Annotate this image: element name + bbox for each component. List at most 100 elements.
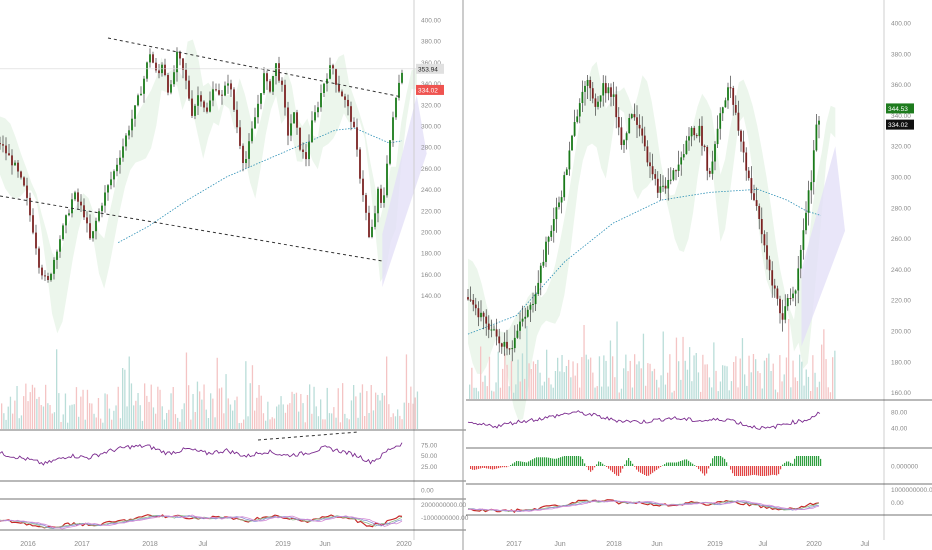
left-time-axis[interactable]: 2016 2017 2018 Jul 2019 Jun 2020 [20, 541, 412, 548]
candle-body [380, 188, 382, 203]
candle-body [251, 128, 253, 142]
volume-bar [548, 377, 550, 399]
candle-body [323, 83, 325, 93]
volume-bar [388, 404, 390, 429]
volume-bar [530, 369, 532, 399]
volume-bar [810, 391, 812, 399]
left-price-axis[interactable]: 400.00 380.00 360.00 340.00 320.00 300.00 280.… [421, 18, 441, 301]
time-tick-label: Jul [199, 541, 208, 548]
macd-histogram-bar [700, 466, 702, 472]
volume-bar [111, 419, 113, 429]
candle-body [524, 316, 527, 319]
candle-body [521, 318, 524, 322]
macd-histogram-bar [758, 466, 760, 476]
macd-histogram-bar [552, 458, 554, 466]
candle-body [176, 51, 178, 73]
volume-bar [515, 384, 517, 399]
volume-bar [546, 349, 548, 399]
volume-bar [638, 361, 640, 399]
candle-body [62, 225, 64, 240]
macd-histogram-bar [674, 462, 676, 466]
candle-body [695, 135, 698, 137]
candle-body [239, 127, 241, 146]
volume-bar [177, 417, 179, 429]
price-tick-label: 320.00 [421, 102, 441, 109]
macd-histogram-bar [664, 464, 666, 466]
candle-body [721, 107, 724, 114]
volume-bar [686, 369, 689, 399]
macd-histogram-bar [590, 466, 592, 472]
macd-histogram-bar [672, 462, 674, 466]
candle-body [296, 112, 298, 128]
candle-body [248, 141, 250, 159]
macd-histogram-bar [806, 456, 808, 466]
macd-histogram-bar [500, 466, 502, 468]
volume-bar [803, 385, 805, 399]
volume-bar [150, 384, 152, 429]
time-tick-label: 2020 [806, 541, 822, 548]
candle-body [633, 114, 636, 118]
candle-body [188, 80, 190, 99]
volume-bar [229, 404, 232, 429]
macd-histogram-bar [578, 456, 580, 466]
macd-histogram-bar [708, 466, 710, 469]
macd-histogram-bar [680, 461, 682, 466]
volume-bar [812, 355, 814, 399]
right-time-axis[interactable]: 2017 Jun 2018 Jun 2019 Jul 2020 Jul [506, 541, 870, 548]
volume-bar [772, 363, 774, 399]
macd-histogram-bar [510, 465, 512, 466]
volume-bar [108, 408, 111, 429]
ad-tick-label: 0.00 [891, 500, 904, 507]
candle-body [708, 170, 711, 174]
volume-bar [581, 357, 583, 399]
candle-body [740, 130, 742, 142]
volume-bar [124, 369, 126, 429]
candle-body [485, 316, 488, 324]
candle-body [467, 297, 469, 300]
volume-bar [243, 419, 245, 429]
macd-histogram-bar [756, 466, 758, 476]
volume-bar [273, 418, 276, 429]
volume-bar [636, 364, 638, 399]
macd-histogram-bar [684, 459, 686, 466]
candle-body [203, 101, 205, 108]
volume-bar [574, 375, 576, 399]
candle-body [371, 226, 373, 237]
macd-histogram-bar [776, 466, 778, 476]
accumulation-line [0, 514, 403, 530]
candle-body [576, 116, 579, 122]
volume-bar [728, 390, 730, 399]
price-tick-label: 200.00 [421, 230, 441, 237]
candle-body [500, 343, 503, 347]
macd-histogram-bar [634, 466, 636, 467]
volume-bar [381, 393, 383, 429]
candle-body [383, 195, 385, 203]
volume-bar [592, 372, 594, 399]
volume-bar [779, 355, 781, 399]
volume-bar [146, 395, 148, 429]
macd-histogram-bar [738, 466, 740, 476]
macd-histogram-bar [498, 466, 500, 469]
right-chart-panel[interactable]: 80.00 40.00 0.000000 1000000000.00 0.00 40… [466, 0, 932, 548]
candle-body [122, 146, 124, 158]
volume-bar [656, 379, 658, 399]
macd-histogram-bar [562, 456, 564, 466]
right-candlesticks [467, 75, 820, 362]
macd-histogram-bar [536, 457, 538, 467]
macd-histogram-bar [478, 466, 480, 469]
candle-body [77, 192, 79, 202]
volume-bar [543, 381, 546, 399]
candle-body [86, 217, 88, 224]
right-price-axis[interactable]: 400.00 380.00 360.00 340.00 320.00 300.00 280.… [891, 21, 911, 398]
candle-body [604, 83, 607, 94]
volume-bar [265, 420, 267, 429]
volume-bar [748, 355, 750, 399]
volume-bar [251, 365, 254, 429]
volume-bar [174, 414, 177, 429]
volume-bar [741, 338, 744, 399]
volume-bar [249, 383, 251, 429]
left-chart-panel[interactable]: 75.00 50.00 25.00 0.00 2000000000.00 -10000… [0, 0, 469, 550]
candle-body [392, 117, 394, 141]
macd-histogram-bar [800, 456, 802, 466]
